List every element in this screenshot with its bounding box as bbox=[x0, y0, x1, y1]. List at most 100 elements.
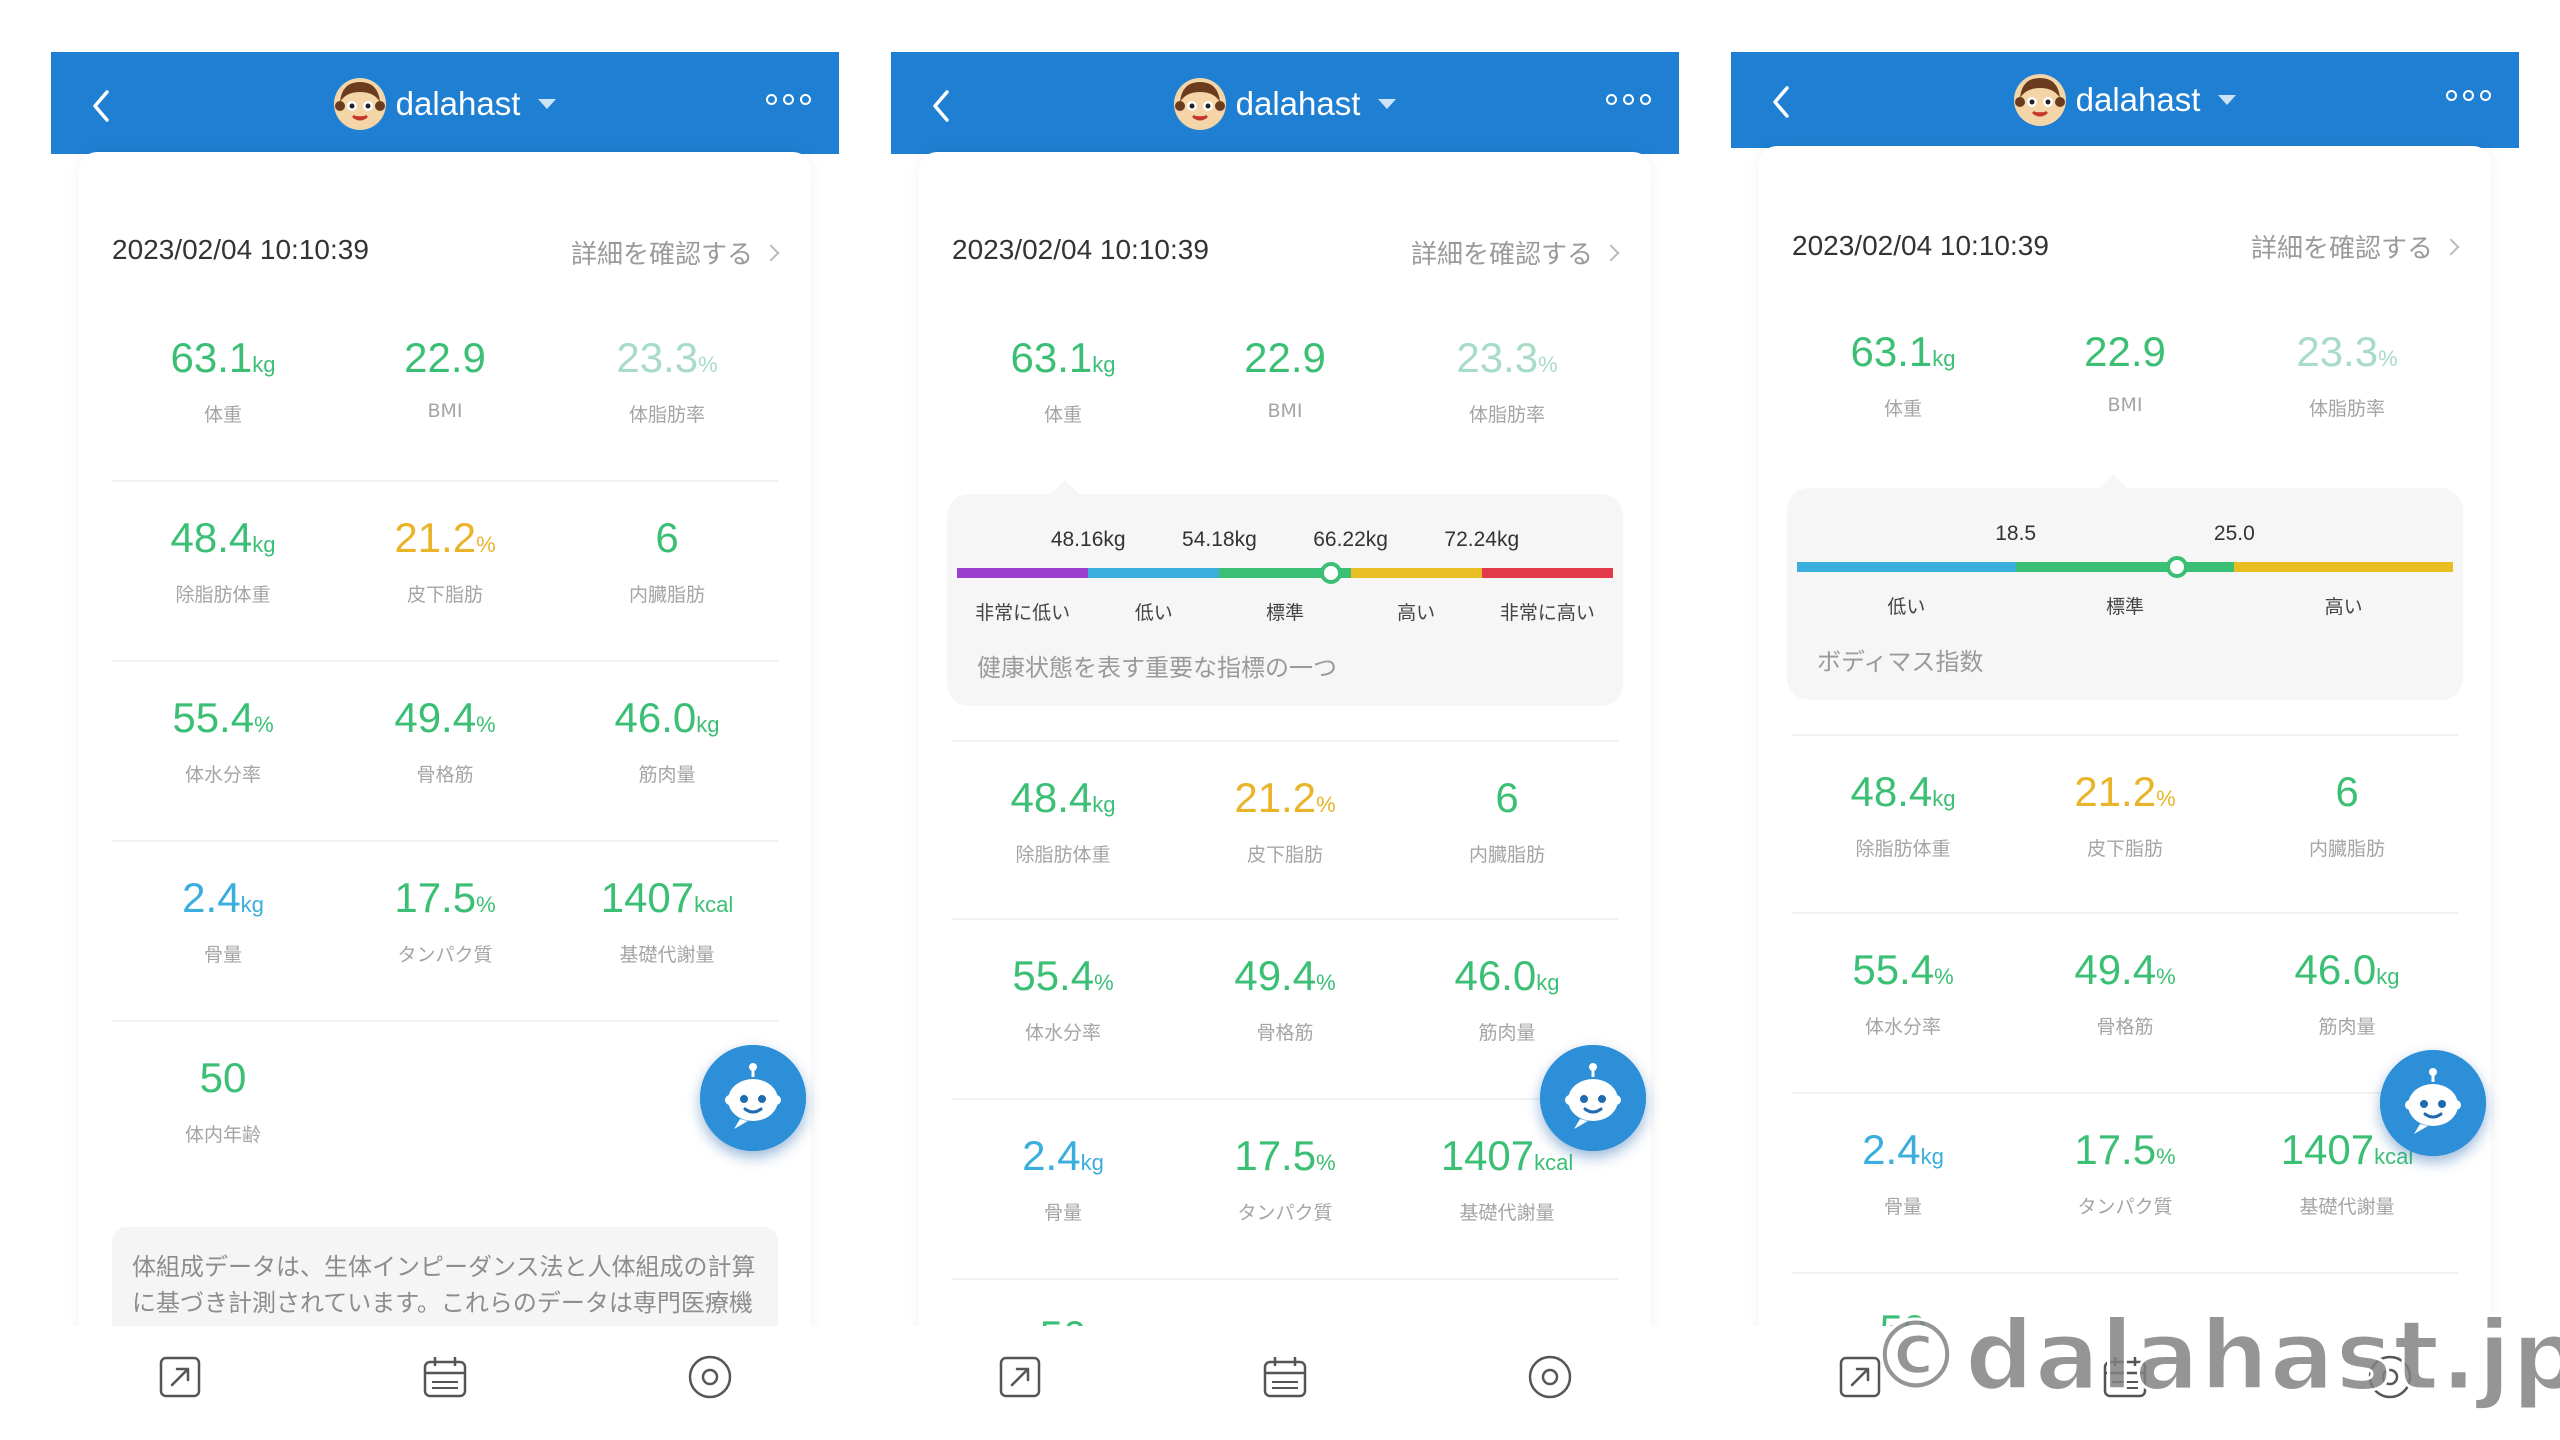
chat-assistant-button[interactable] bbox=[2380, 1050, 2486, 1156]
phone-screen-3: dalahast 2023/02/04 10:10:39 詳細を確認する 63.… bbox=[1731, 52, 2519, 1432]
metric-visceral-fat[interactable]: 6 内臓脂肪 bbox=[1468, 774, 1545, 866]
metric-bmi[interactable]: 22.9 BMI bbox=[2084, 328, 2166, 416]
metric-protein[interactable]: 17.5% タンパク質 bbox=[394, 874, 496, 966]
chevron-left-icon bbox=[93, 90, 109, 122]
weight-range-threshold-label: 48.16kg bbox=[1050, 528, 1126, 551]
more-options-button[interactable] bbox=[1606, 94, 1651, 105]
tab-calendar[interactable] bbox=[2102, 1354, 2148, 1400]
metric-lean-mass[interactable]: 48.4kg 除脂肪体重 bbox=[1850, 768, 1956, 860]
weight-range-marker bbox=[1319, 562, 1342, 584]
metric-bone-mass[interactable]: 2.4kg 骨量 bbox=[182, 874, 264, 966]
user-switcher[interactable]: dalahast bbox=[891, 76, 1679, 132]
metric-row-3: 55.4% 体水分率 49.4% 骨格筋 46.0kg 筋肉量 bbox=[112, 662, 778, 842]
share-icon bbox=[999, 1356, 1041, 1398]
metric-lean-mass[interactable]: 48.4kg 除脂肪体重 bbox=[1010, 774, 1116, 866]
metric-bmi[interactable]: 22.9 BMI bbox=[1244, 334, 1326, 422]
weight-range-threshold-label: 66.22kg bbox=[1313, 528, 1388, 551]
metric-subcutaneous-fat[interactable]: 21.2% 皮下脂肪 bbox=[2074, 768, 2176, 860]
metric-subcutaneous-fat[interactable]: 21.2% 皮下脂肪 bbox=[394, 514, 496, 606]
tab-goal[interactable] bbox=[687, 1354, 733, 1400]
target-icon bbox=[2368, 1355, 2412, 1399]
weight-range-segment-label: 低い bbox=[1134, 602, 1173, 624]
metric-weight[interactable]: 63.1kg 体重 bbox=[170, 334, 276, 426]
username: dalahast bbox=[2075, 81, 2201, 118]
robot-icon bbox=[2380, 1050, 2486, 1156]
tab-calendar[interactable] bbox=[422, 1354, 468, 1400]
avatar bbox=[333, 78, 386, 130]
chat-assistant-button[interactable] bbox=[1540, 1045, 1646, 1151]
metric-protein[interactable]: 17.5% タンパク質 bbox=[1234, 1132, 1336, 1224]
metric-bmr[interactable]: 1407kcal 基礎代謝量 bbox=[1440, 1132, 1574, 1224]
user-switcher[interactable]: dalahast bbox=[51, 76, 839, 132]
chevron-right-icon bbox=[762, 244, 780, 261]
metric-body-water[interactable]: 55.4% 体水分率 bbox=[1012, 952, 1114, 1044]
phone-screen-1: dalahast 2023/02/04 10:10:39 詳細を確認する 63.… bbox=[51, 52, 839, 1432]
weight-range-threshold-label: 72.24kg bbox=[1444, 528, 1520, 551]
metric-bone-mass[interactable]: 2.4kg 骨量 bbox=[1022, 1132, 1104, 1224]
tab-goal[interactable] bbox=[1527, 1354, 1573, 1400]
metric-bmr[interactable]: 1407kcal 基礎代謝量 bbox=[600, 874, 734, 966]
tab-goal[interactable] bbox=[2367, 1354, 2413, 1400]
user-switcher[interactable]: dalahast bbox=[1731, 72, 2519, 128]
metric-visceral-fat[interactable]: 6 内臓脂肪 bbox=[2308, 768, 2385, 860]
metric-row-1: 63.1kg 体重 22.9 BMI 23.3% 体脂肪率 bbox=[952, 302, 1618, 482]
metric-visceral-fat[interactable]: 6 内臓脂肪 bbox=[628, 514, 705, 606]
metric-body-age[interactable]: 50 体内年齢 bbox=[184, 1054, 261, 1146]
metric-bmr[interactable]: 1407kcal 基礎代謝量 bbox=[2280, 1126, 2414, 1218]
view-details-link[interactable]: 詳細を確認する bbox=[2251, 228, 2460, 265]
chevron-left-icon bbox=[933, 90, 949, 122]
more-options-button[interactable] bbox=[2446, 90, 2491, 101]
robot-icon bbox=[1540, 1045, 1646, 1151]
back-button[interactable] bbox=[927, 86, 957, 126]
bmi-range-segment-label: 高い bbox=[2324, 596, 2363, 618]
measurement-date: 2023/02/04 10:10:39 bbox=[1792, 230, 2049, 261]
metric-weight[interactable]: 63.1kg 体重 bbox=[1010, 334, 1116, 426]
metric-body-fat[interactable]: 23.3% 体脂肪率 bbox=[2296, 328, 2398, 420]
weight-range-segment bbox=[1088, 568, 1220, 578]
metric-bone-mass[interactable]: 2.4kg 骨量 bbox=[1862, 1126, 1944, 1218]
metric-muscle-mass[interactable]: 46.0kg 筋肉量 bbox=[1454, 952, 1560, 1044]
bottom-tab-bar bbox=[891, 1326, 1679, 1432]
metric-body-water[interactable]: 55.4% 体水分率 bbox=[1852, 946, 1954, 1038]
bmi-range-segment bbox=[1797, 562, 2016, 572]
chat-assistant-button[interactable] bbox=[700, 1045, 806, 1151]
weight-range-tooltip: 健康状態を表す重要な指標の一つ 非常に低い 低い 標準 高い 非常に高い 48.16kg 5… bbox=[947, 480, 1623, 706]
metric-skeletal-muscle[interactable]: 49.4% 骨格筋 bbox=[1234, 952, 1336, 1044]
metric-skeletal-muscle[interactable]: 49.4% 骨格筋 bbox=[394, 694, 496, 786]
view-details-link[interactable]: 詳細を確認する bbox=[1411, 234, 1620, 271]
metric-row-4: 2.4kg 骨量 17.5% タンパク質 1407kcal 基礎代謝量 bbox=[112, 842, 778, 1022]
username: dalahast bbox=[1235, 85, 1361, 122]
metric-skeletal-muscle[interactable]: 49.4% 骨格筋 bbox=[2074, 946, 2176, 1038]
target-icon bbox=[688, 1355, 732, 1399]
back-button[interactable] bbox=[87, 86, 117, 126]
avatar bbox=[2013, 74, 2066, 126]
body-composition-card: 2023/02/04 10:10:39 詳細を確認する 63.1kg 体重 22.… bbox=[919, 152, 1651, 1382]
metric-protein[interactable]: 17.5% タンパク質 bbox=[2074, 1126, 2176, 1218]
tab-share[interactable] bbox=[1837, 1354, 1883, 1400]
caret-down-icon bbox=[1378, 99, 1397, 109]
metric-body-fat[interactable]: 23.3% 体脂肪率 bbox=[1456, 334, 1558, 426]
back-button[interactable] bbox=[1767, 82, 1797, 122]
bottom-tab-bar bbox=[51, 1326, 839, 1432]
tab-share[interactable] bbox=[157, 1354, 203, 1400]
tab-calendar[interactable] bbox=[1262, 1354, 1308, 1400]
view-details-link[interactable]: 詳細を確認する bbox=[571, 234, 780, 271]
more-options-button[interactable] bbox=[766, 94, 811, 105]
metric-subcutaneous-fat[interactable]: 21.2% 皮下脂肪 bbox=[1234, 774, 1336, 866]
app-header: dalahast bbox=[51, 52, 839, 154]
metric-body-fat[interactable]: 23.3% 体脂肪率 bbox=[616, 334, 718, 426]
metric-bmi[interactable]: 22.9 BMI bbox=[404, 334, 486, 422]
tab-share[interactable] bbox=[997, 1354, 1043, 1400]
metric-weight[interactable]: 63.1kg 体重 bbox=[1850, 328, 1956, 420]
body-composition-card: 2023/02/04 10:10:39 詳細を確認する 63.1kg 体重 22.… bbox=[79, 152, 811, 1382]
metric-body-water[interactable]: 55.4% 体水分率 bbox=[172, 694, 274, 786]
metric-muscle-mass[interactable]: 46.0kg 筋肉量 bbox=[2294, 946, 2400, 1038]
phone-screen-2: dalahast 2023/02/04 10:10:39 詳細を確認する 63.… bbox=[891, 52, 1679, 1432]
robot-icon bbox=[700, 1045, 806, 1151]
weight-range-segment bbox=[1219, 568, 1351, 578]
metric-lean-mass[interactable]: 48.4kg 除脂肪体重 bbox=[170, 514, 276, 606]
metric-row-4: 2.4kg 骨量 17.5% タンパク質 1407kcal 基礎代謝量 bbox=[952, 1100, 1618, 1280]
weight-range-threshold-label: 54.18kg bbox=[1182, 528, 1257, 551]
measurement-date: 2023/02/04 10:10:39 bbox=[952, 234, 1209, 265]
metric-muscle-mass[interactable]: 46.0kg 筋肉量 bbox=[614, 694, 720, 786]
